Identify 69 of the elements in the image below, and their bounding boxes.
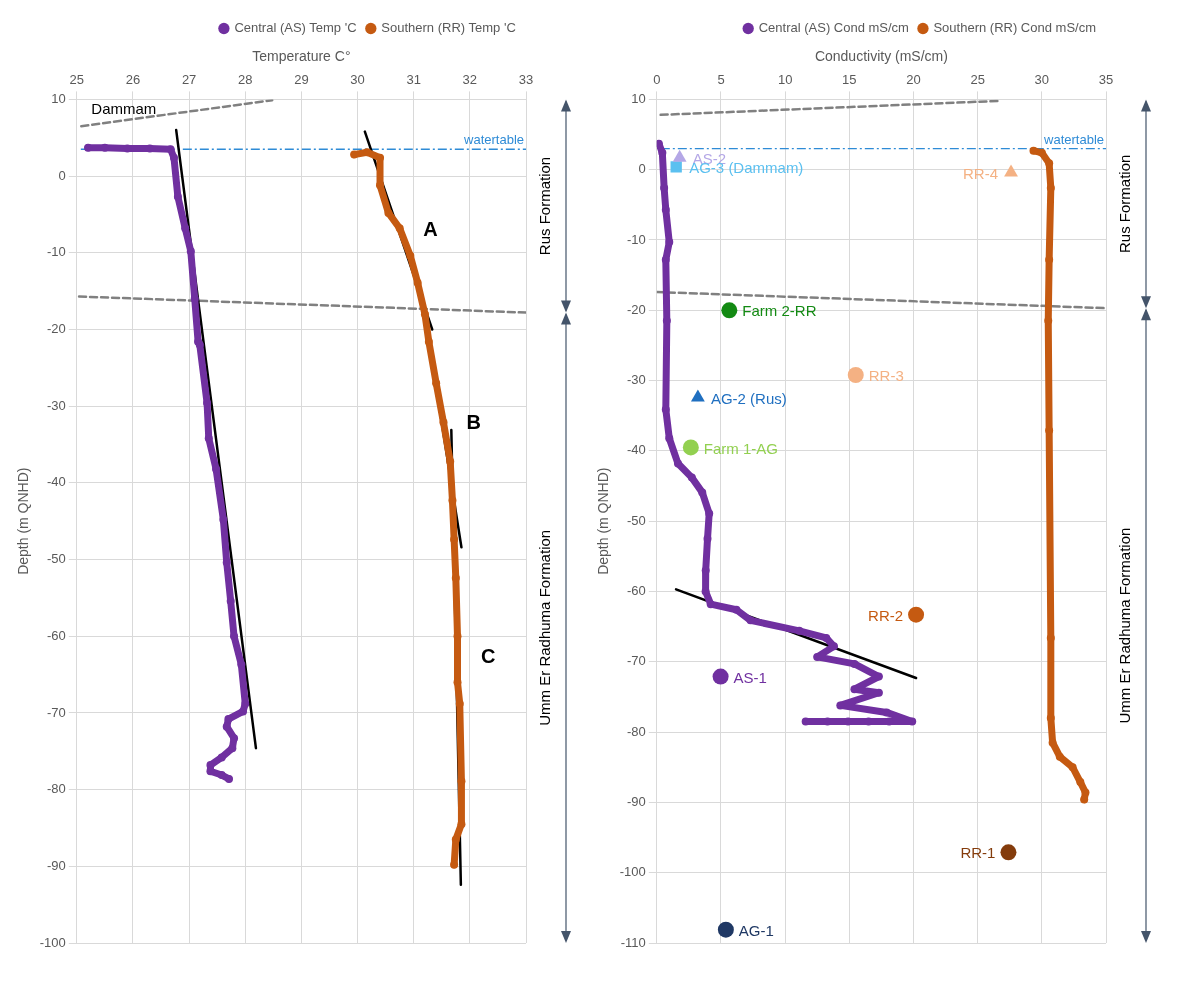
text: Umm Er Radhuma Formation (1116, 527, 1134, 724)
x-tick-label: 30 (1034, 72, 1050, 88)
x-tick-label: 30 (350, 72, 365, 88)
legend-label: Central (AS) Temp 'C (234, 20, 357, 36)
x-tick-label: 27 (181, 72, 197, 88)
y-tick-label: -20 (627, 301, 646, 317)
x-tick-label: 15 (842, 72, 857, 88)
series-label: RR-3 (868, 367, 904, 385)
y-tick-label: -60 (627, 583, 646, 599)
y-tick-label: 10 (51, 90, 66, 106)
y-tick-label: -90 (47, 857, 66, 873)
y-tick-label: 0 (638, 161, 646, 177)
series-label: C (480, 644, 496, 667)
x-tick-label: 35 (1098, 72, 1114, 88)
y-tick-label: 0 (58, 167, 66, 183)
x-tick-label: 5 (717, 72, 725, 88)
x-tick-label: 20 (906, 72, 921, 88)
x-tick-label: 25 (69, 72, 85, 88)
y-tick-label: -80 (47, 781, 66, 797)
series-label: AG-1 (738, 921, 774, 939)
y-tick-label: -10 (627, 231, 646, 247)
y-tick-label: -90 (627, 793, 646, 809)
x-tick-label: 28 (238, 72, 253, 88)
y-axis-title: Depth (m QNHD) (595, 467, 612, 575)
legend-label: Southern (RR) Cond mS/cm (933, 20, 1097, 36)
legend-label: Southern (RR) Temp 'C (381, 20, 516, 36)
y-tick-label: -50 (47, 551, 66, 567)
y-tick-label: -50 (627, 512, 646, 528)
y-tick-label: -110 (620, 934, 646, 950)
series-label: AG-2 (Rus) (710, 389, 787, 407)
ref-line-label: watertable (1043, 131, 1104, 147)
y-tick-label: -70 (47, 704, 66, 720)
series-label: A (423, 218, 438, 241)
y-tick-label: -80 (627, 723, 646, 739)
x-tick-label: 29 (294, 72, 309, 88)
series-label: Dammam (91, 100, 157, 118)
y-tick-label: 10 (631, 90, 646, 106)
y-tick-label: -30 (627, 372, 646, 388)
text: Rus Formation (536, 156, 554, 256)
y-tick-label: -100 (39, 934, 66, 950)
x-axis-title: Conductivity (mS/cm) (814, 48, 948, 65)
y-tick-label: -100 (619, 864, 646, 880)
y-axis-title: Depth (m QNHD) (15, 467, 32, 575)
y-tick-label: -20 (47, 321, 66, 337)
x-tick-label: 26 (125, 72, 141, 88)
series-label: RR-2 (868, 606, 904, 624)
legend-label: Central (AS) Cond mS/cm (758, 20, 909, 36)
series-label: B (466, 410, 482, 433)
x-tick-label: 32 (462, 72, 478, 88)
text: Rus Formation (1116, 154, 1134, 253)
x-tick-label: 31 (406, 72, 421, 88)
x-tick-label: 25 (970, 72, 985, 88)
y-tick-label: -60 (47, 627, 66, 643)
y-tick-label: -10 (47, 244, 66, 260)
series-label: RR-4 (963, 164, 999, 182)
ref-line-label: watertable (463, 132, 524, 148)
x-tick-label: 33 (518, 72, 534, 88)
y-tick-label: -40 (627, 442, 646, 458)
x-tick-label: 10 (777, 72, 793, 88)
y-tick-label: -70 (627, 653, 646, 669)
series-label: Farm 2-RR (742, 302, 817, 320)
x-tick-label: 0 (653, 72, 661, 88)
x-axis-title: Temperature C° (252, 48, 351, 65)
y-tick-label: -30 (47, 397, 66, 413)
series-label: Farm 1-AG (703, 439, 779, 457)
y-tick-label: -40 (47, 474, 66, 490)
text: Umm Er Radhuma Formation (536, 529, 554, 726)
series-label: RR-1 (960, 844, 996, 862)
series-label: AS-1 (733, 668, 767, 686)
